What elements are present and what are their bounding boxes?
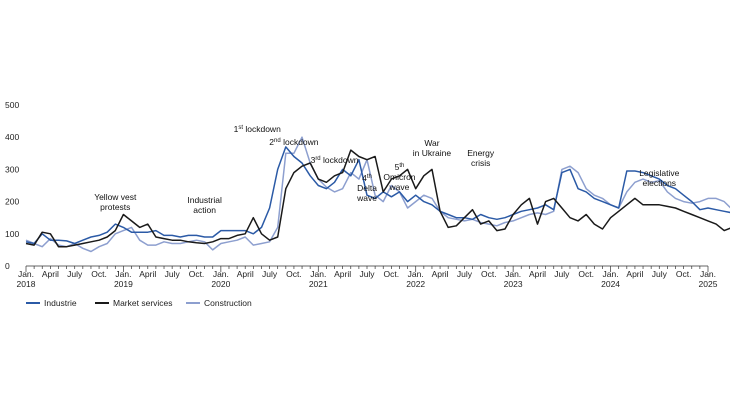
y-tick-label: 400 [5, 132, 19, 142]
annotation: Yellow vest protests [94, 192, 137, 212]
series-line-market-services [25, 149, 730, 248]
x-tick-label: July [652, 269, 668, 279]
x-tick-label: Jan. 2024 [601, 269, 620, 289]
x-tick-label: July [67, 269, 83, 279]
x-tick-label: Jan. 2020 [211, 269, 230, 289]
x-tick-label: April [42, 269, 59, 279]
annotation: 2nd lockdown [269, 137, 318, 147]
x-tick-label: Oct. [481, 269, 497, 279]
legend: Industrie Market services Construction [26, 298, 252, 308]
x-tick-label: July [359, 269, 375, 279]
x-tick-label: July [165, 269, 181, 279]
series-layer [25, 136, 730, 253]
x-tick-label: July [262, 269, 278, 279]
series-line-industrie [25, 146, 730, 245]
legend-label: Market services [113, 298, 173, 308]
x-tick-label: April [139, 269, 156, 279]
y-tick-label: 0 [5, 261, 10, 271]
x-tick-label: Oct. [676, 269, 692, 279]
y-tick-label: 100 [5, 229, 19, 239]
x-tick-label: Oct. [189, 269, 205, 279]
series-line-construction [25, 136, 730, 253]
x-tick-label: Jan. 2021 [309, 269, 328, 289]
y-tick-label: 300 [5, 164, 19, 174]
x-tick-label: April [529, 269, 546, 279]
y-axis: 0 100 200 300 400 500 [5, 100, 19, 271]
x-tick-label: April [334, 269, 351, 279]
x-tick-label: Oct. [578, 269, 594, 279]
annotation: 5th Omicron wave [383, 162, 415, 192]
y-tick-label: 200 [5, 197, 19, 207]
x-tick-label: Jan. 2022 [406, 269, 425, 289]
x-tick-label: Jan. 2018 [17, 269, 36, 289]
x-tick-label: July [457, 269, 473, 279]
x-tick-label: Oct. [91, 269, 107, 279]
annotation: War in Ukraine [413, 138, 452, 158]
annotation: 4th Delta wave [356, 173, 377, 203]
annotation: Legislative elections [639, 168, 679, 188]
annotation: 1st lockdown [234, 124, 281, 134]
legend-label: Construction [204, 298, 252, 308]
x-tick-label: Jan. 2019 [114, 269, 133, 289]
y-tick-label: 500 [5, 100, 19, 110]
x-tick-label: July [554, 269, 570, 279]
x-tick-label: Oct. [286, 269, 302, 279]
x-tick-label: April [237, 269, 254, 279]
x-tick-label: Jan. 2025 [699, 269, 718, 289]
annotation: Industrial action [187, 195, 222, 215]
annotation: 3rd lockdown [311, 155, 359, 165]
legend-label: Industrie [44, 298, 77, 308]
annotation: Energy crisis [467, 148, 495, 168]
x-tick-label: April [626, 269, 643, 279]
x-axis: Jan. 2018 April July Oct. Jan. 2019 April July Oc… [17, 265, 718, 289]
x-tick-label: Jan. 2023 [504, 269, 523, 289]
annotation-layer: Yellow vest protests Industrial action 1st l… [94, 124, 679, 215]
x-tick-label: Oct. [384, 269, 400, 279]
x-tick-label: April [432, 269, 449, 279]
